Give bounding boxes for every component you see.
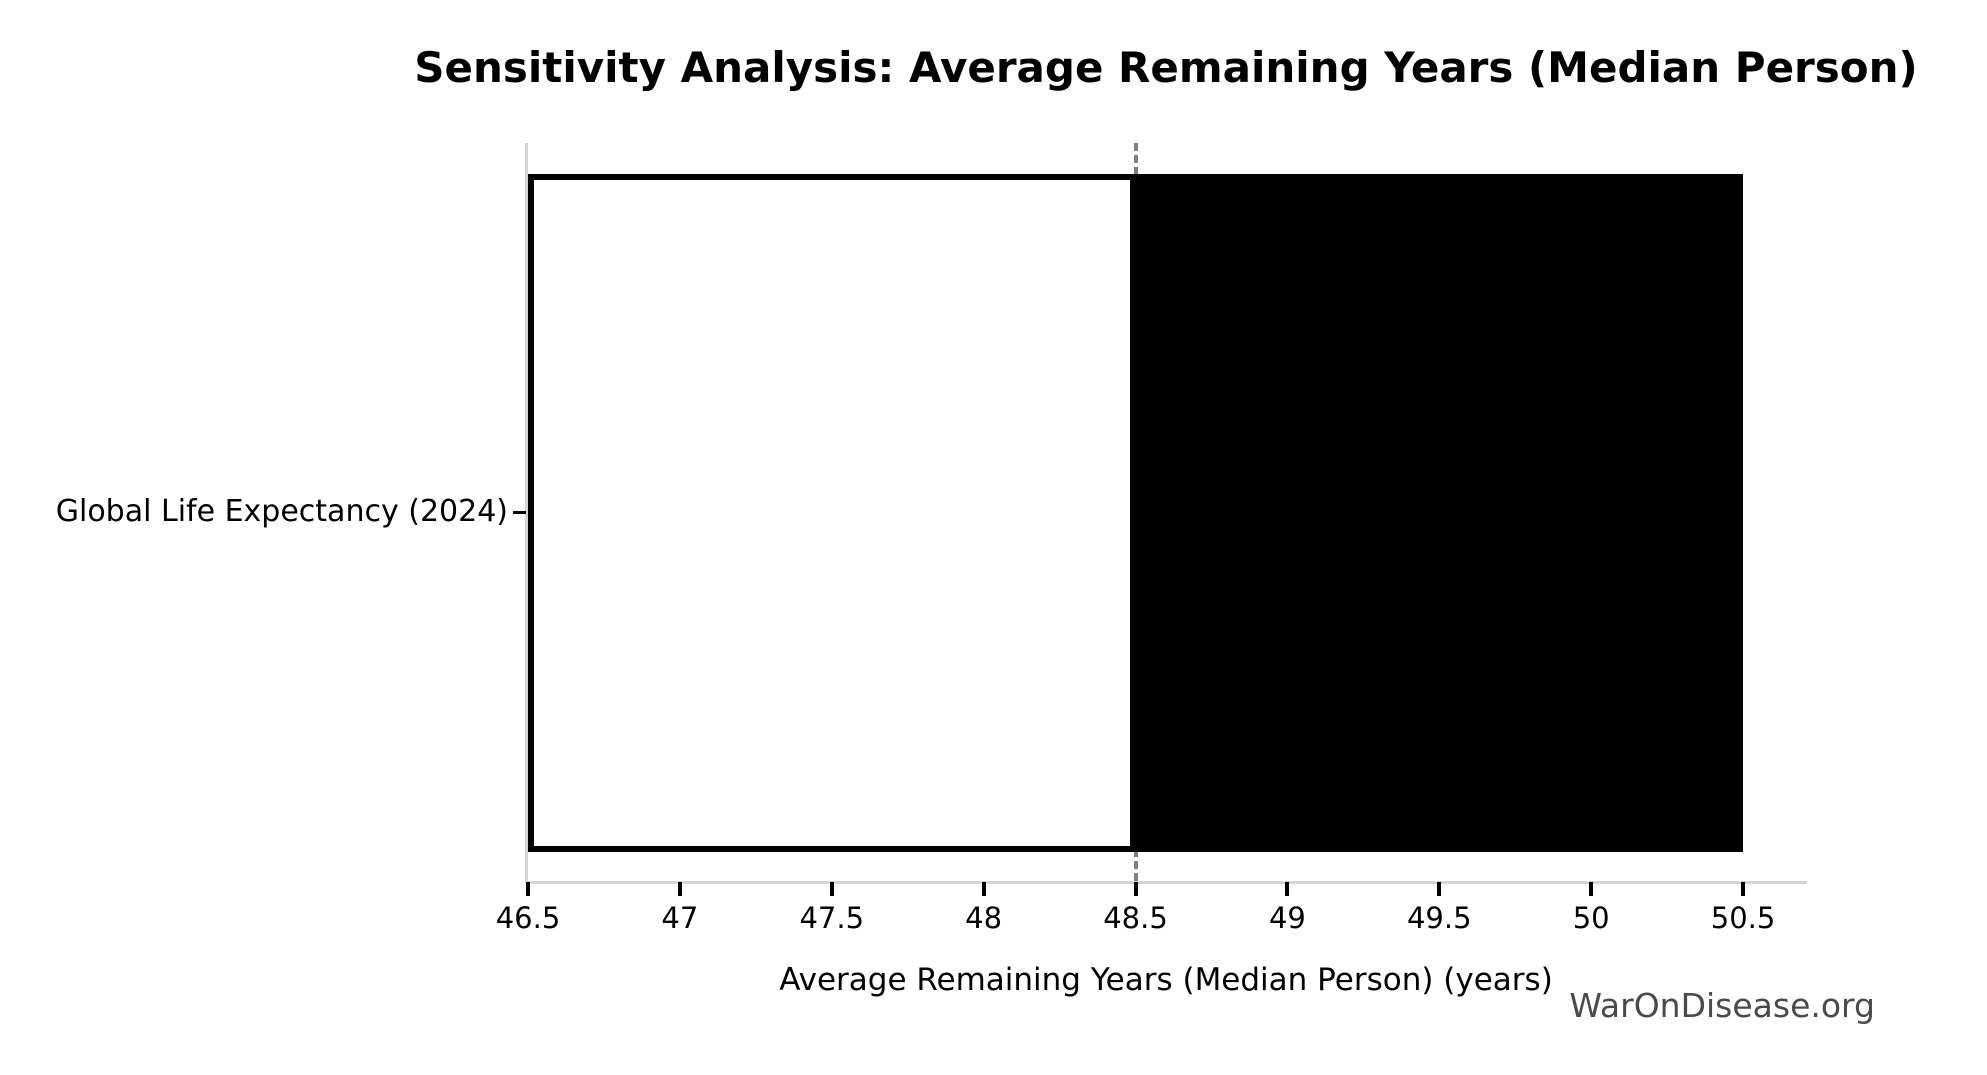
y-axis-spine bbox=[525, 143, 528, 884]
x-tick-label: 49 bbox=[1268, 901, 1306, 935]
x-axis-label: Average Remaining Years (Median Person) … bbox=[779, 962, 1553, 998]
x-axis-spine bbox=[525, 881, 1807, 884]
chart-title: Sensitivity Analysis: Average Remaining … bbox=[414, 43, 1918, 92]
bar-high-segment bbox=[1135, 174, 1744, 852]
x-tick-label: 50.5 bbox=[1710, 901, 1776, 935]
x-tick bbox=[1741, 882, 1746, 896]
x-tick bbox=[526, 882, 530, 896]
x-tick-label: 46.5 bbox=[495, 901, 561, 935]
x-tick bbox=[981, 882, 986, 896]
x-tick bbox=[677, 882, 682, 896]
x-tick-label: 47 bbox=[661, 901, 699, 935]
x-tick bbox=[1133, 882, 1138, 896]
x-tick-label: 50 bbox=[1572, 901, 1610, 935]
x-tick bbox=[1589, 882, 1594, 896]
x-tick-label: 48.5 bbox=[1103, 901, 1168, 935]
y-axis-tick bbox=[513, 511, 526, 514]
plot-area: 46.5 47 47.5 48 48.5 49 49.5 50 50.5 bbox=[496, 143, 1805, 935]
x-tick-label: 48 bbox=[965, 901, 1003, 935]
x-tick bbox=[1285, 882, 1290, 896]
x-tick bbox=[1437, 882, 1442, 896]
bar-low-segment bbox=[528, 174, 1136, 852]
x-tick-label: 47.5 bbox=[799, 901, 865, 935]
y-category-label: Global Life Expectancy (2024) bbox=[55, 494, 508, 529]
watermark-text: WarOnDisease.org bbox=[1569, 986, 1875, 1025]
x-tick bbox=[829, 882, 834, 896]
x-tick-label: 49.5 bbox=[1406, 901, 1472, 935]
